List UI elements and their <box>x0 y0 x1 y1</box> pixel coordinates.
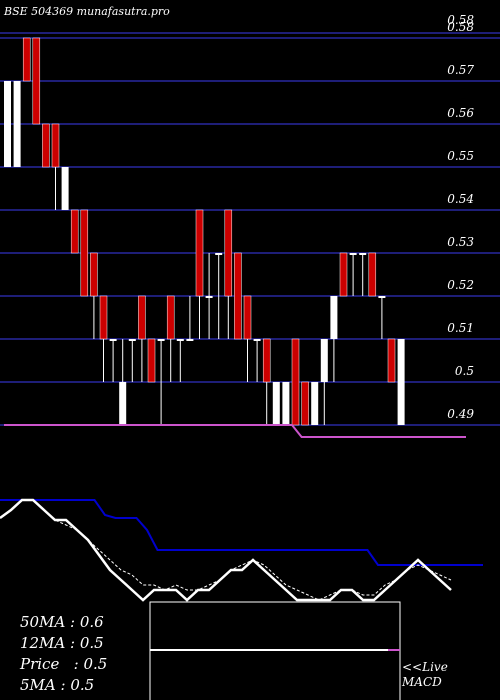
candle-body <box>301 381 309 426</box>
ma12-label: 12MA : 0.5 <box>20 634 104 652</box>
candle-body <box>22 37 31 82</box>
y-tick-label: 0.51 <box>447 321 474 335</box>
candle-body <box>90 252 98 297</box>
candle-body <box>4 81 11 167</box>
candle-body <box>262 338 271 383</box>
candle-body <box>128 339 136 341</box>
candle-body <box>70 209 79 254</box>
candle-body <box>80 209 89 297</box>
price-label: Price : 0.5 <box>20 655 108 673</box>
y-tick-label: 0.56 <box>447 106 474 120</box>
candle-body <box>234 252 242 340</box>
y-tick-label: 0.58 <box>447 13 474 27</box>
live-label: <<Live <box>402 660 448 674</box>
candle-body <box>109 339 117 341</box>
ma50-label: 50MA : 0.6 <box>20 613 104 631</box>
candle-body <box>176 339 184 341</box>
y-tick-label: 0.53 <box>447 235 474 249</box>
macd-label: MACD <box>402 675 442 689</box>
candle-body <box>349 253 357 255</box>
candle-body <box>119 382 127 425</box>
candle-body <box>13 81 21 167</box>
candle-body <box>32 37 41 125</box>
candle-body <box>311 382 319 425</box>
candle-body <box>282 382 290 425</box>
candle-body <box>291 338 300 426</box>
candle-body <box>243 295 252 340</box>
candle-body <box>215 253 223 255</box>
candle-body <box>378 296 386 298</box>
fast-ma-line <box>0 498 452 602</box>
y-tick-label: 0.5 <box>455 364 474 378</box>
ma-stats: 50MA : 0.6 12MA : 0.5 Price : 0.5 5MA : … <box>20 612 107 696</box>
y-tick-label: 0.54 <box>447 192 474 206</box>
candle-body <box>397 339 405 425</box>
candle-body <box>253 339 261 341</box>
y-axis-ticks: 0.58 0.57 0.56 0.55 0.54 0.53 0.52 0.51 0.5 0.49 0… <box>447 13 474 421</box>
ma-line <box>4 424 466 439</box>
y-tick-label: 0.57 <box>447 63 474 77</box>
candle-body <box>272 382 280 425</box>
candle-body <box>320 339 328 382</box>
candle-body <box>387 338 396 383</box>
candle-body <box>61 167 69 210</box>
candle-body <box>42 123 50 168</box>
slow-ma-line <box>0 499 483 566</box>
candle-body <box>147 338 156 383</box>
y-tick-label: 0.55 <box>447 149 474 163</box>
candle-body <box>138 295 146 340</box>
candle-body <box>166 295 175 340</box>
macd-panel <box>0 498 483 700</box>
candle-body <box>359 253 367 255</box>
candle-body <box>205 296 213 298</box>
site-label: BSE 504369 munafasutra.pro <box>4 5 170 18</box>
candles <box>4 37 405 426</box>
candle-body <box>157 339 165 341</box>
candle-body <box>339 252 348 297</box>
candle-body <box>368 252 377 297</box>
candle-body <box>186 339 194 341</box>
candle-body <box>195 209 204 297</box>
candle-body <box>330 296 338 339</box>
macd-labels: <<Live MACD <box>402 660 448 690</box>
y-tick-label: 0.58 <box>447 20 474 34</box>
y-tick-label: 0.52 <box>447 278 474 292</box>
candle-body <box>99 295 108 340</box>
ma5-label: 5MA : 0.5 <box>20 676 95 694</box>
candle-body <box>224 209 233 297</box>
y-tick-label: 0.49 <box>447 407 474 421</box>
ma-series-line <box>4 424 466 439</box>
candle-body <box>51 123 60 168</box>
